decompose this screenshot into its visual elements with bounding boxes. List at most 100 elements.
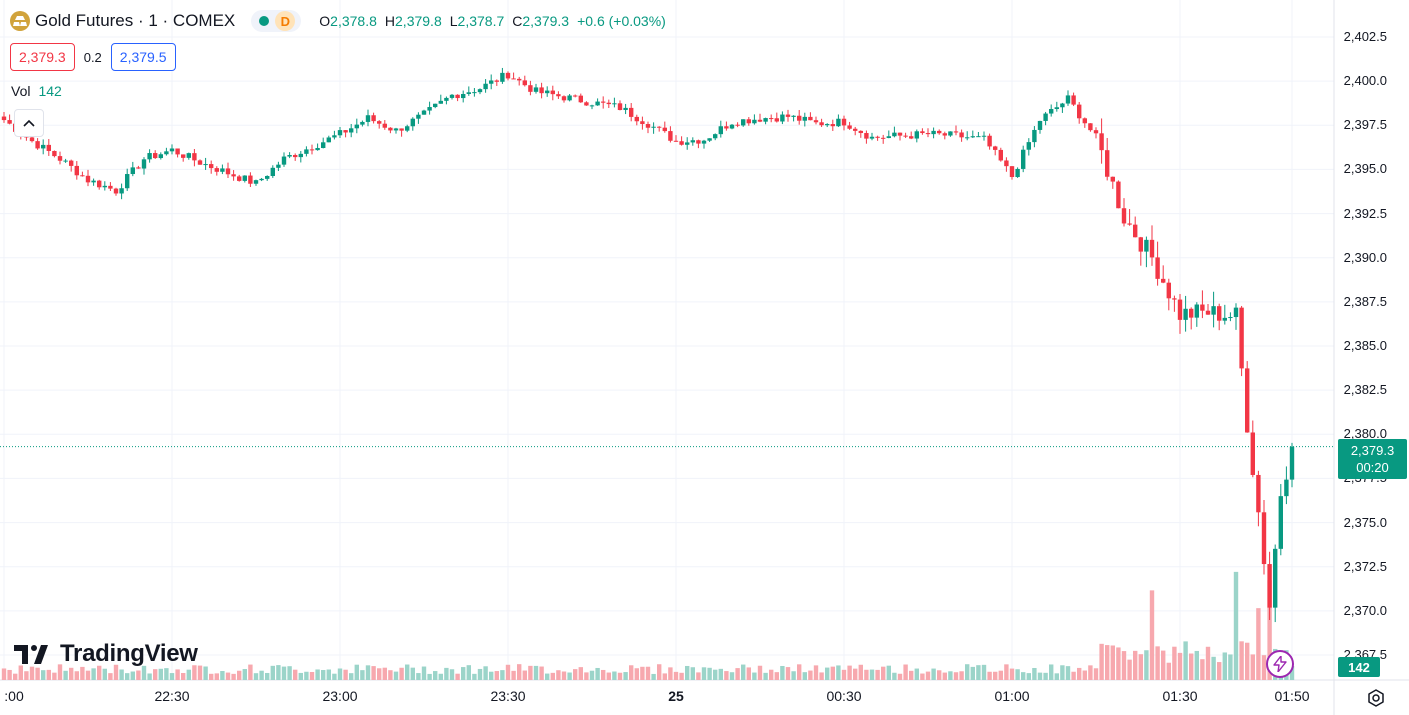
volume-bar bbox=[13, 673, 18, 680]
candle-body bbox=[309, 149, 315, 151]
volume-bar bbox=[108, 673, 113, 680]
candle-body bbox=[119, 188, 124, 194]
candle-body bbox=[427, 107, 432, 111]
candle-body bbox=[1049, 109, 1054, 114]
candle-body bbox=[1138, 237, 1143, 252]
candle-body bbox=[102, 185, 107, 188]
chevron-up-icon bbox=[23, 119, 35, 127]
volume-bar bbox=[629, 665, 634, 680]
candle-body bbox=[46, 144, 51, 151]
candle-body bbox=[953, 131, 959, 133]
tradingview-logo[interactable]: TradingView bbox=[14, 640, 198, 668]
volume-bar bbox=[466, 665, 471, 680]
candle-body bbox=[595, 101, 600, 106]
collapse-legend-button[interactable] bbox=[14, 109, 44, 137]
candle-body bbox=[1183, 308, 1188, 320]
volume-legend[interactable]: Vol 142 bbox=[11, 83, 62, 99]
candle-body bbox=[399, 128, 404, 131]
volume-bar bbox=[349, 673, 354, 680]
volume-bar bbox=[920, 673, 925, 680]
sell-button[interactable]: 2,379.3 bbox=[10, 43, 75, 71]
candle-body bbox=[253, 180, 259, 184]
volume-bar bbox=[707, 667, 712, 680]
candle-body bbox=[421, 110, 427, 115]
volume-bar bbox=[752, 672, 757, 680]
price-axis-label: 2,375.0 bbox=[1343, 514, 1387, 530]
symbol-title[interactable]: Gold Futures · 1 · COMEX bbox=[35, 11, 236, 30]
candle-body bbox=[561, 96, 567, 101]
candle-body bbox=[7, 120, 12, 124]
gold-bars-icon[interactable] bbox=[10, 11, 30, 31]
candle-body bbox=[813, 120, 819, 123]
candle-body bbox=[729, 124, 735, 129]
candle-body bbox=[903, 135, 908, 137]
candle-body bbox=[1032, 129, 1037, 143]
volume-bar bbox=[1239, 641, 1244, 680]
volume-bar bbox=[522, 670, 527, 680]
chart-settings-button[interactable] bbox=[1364, 686, 1388, 710]
volume-bar bbox=[797, 664, 802, 680]
candle-body bbox=[153, 153, 158, 159]
candle-body bbox=[584, 102, 589, 106]
volume-bar bbox=[1161, 650, 1166, 680]
volume-bar bbox=[965, 664, 970, 680]
volume-bar bbox=[1127, 659, 1132, 680]
volume-bar bbox=[976, 665, 981, 680]
candle-body bbox=[1289, 446, 1295, 480]
volume-bar bbox=[511, 670, 516, 680]
volume-bar bbox=[864, 669, 869, 680]
replay-button[interactable] bbox=[1266, 650, 1294, 678]
volume-bar bbox=[651, 673, 656, 680]
volume-bar bbox=[892, 672, 897, 680]
candle-body bbox=[1060, 103, 1065, 108]
volume-bar bbox=[225, 672, 231, 680]
candle-body bbox=[724, 126, 729, 129]
volume-bar bbox=[315, 669, 320, 680]
volume-bar bbox=[136, 670, 141, 680]
volume-bar bbox=[1138, 654, 1143, 680]
volume-bar bbox=[1222, 652, 1227, 680]
candle-body bbox=[175, 148, 180, 155]
volume-bar bbox=[141, 665, 147, 680]
candle-body bbox=[757, 119, 763, 122]
volume-bar bbox=[970, 666, 975, 680]
time-axis-label: 23:30 bbox=[490, 688, 526, 704]
volume-bar bbox=[746, 667, 751, 680]
candle-body bbox=[1021, 149, 1026, 169]
candle-body bbox=[477, 89, 483, 93]
volume-bars bbox=[1, 571, 1295, 680]
time-axis-label: :00 bbox=[4, 688, 24, 704]
volume-bar bbox=[925, 671, 931, 680]
candle-body bbox=[1228, 317, 1233, 319]
spread-value: 0.2 bbox=[83, 49, 102, 65]
candle-body bbox=[589, 105, 595, 107]
volume-bar bbox=[1245, 642, 1250, 680]
buy-button[interactable]: 2,379.5 bbox=[110, 43, 176, 71]
volume-bar bbox=[433, 671, 438, 680]
volume-bar bbox=[808, 670, 813, 680]
low-value: 2,378.7 bbox=[457, 13, 505, 29]
candle-body bbox=[819, 122, 824, 126]
volume-bar bbox=[35, 667, 40, 680]
candle-body bbox=[181, 154, 186, 158]
volume-bar bbox=[662, 673, 667, 680]
volume-bar bbox=[158, 668, 163, 680]
price-axis-label: 2,380.0 bbox=[1343, 426, 1387, 442]
candle-body bbox=[517, 78, 522, 81]
volume-bar bbox=[169, 673, 175, 680]
volume-bar bbox=[421, 666, 427, 680]
candle-body bbox=[125, 174, 130, 189]
candle-body bbox=[326, 137, 331, 143]
volume-bar bbox=[209, 673, 214, 680]
volume-bar bbox=[382, 667, 387, 680]
candle-body bbox=[1233, 307, 1239, 318]
candle-body bbox=[847, 125, 852, 129]
candle-body bbox=[1172, 298, 1177, 300]
candle-body bbox=[601, 101, 606, 103]
volume-bar bbox=[517, 664, 522, 680]
market-status-badge[interactable]: D bbox=[251, 10, 302, 32]
volume-bar bbox=[545, 673, 550, 680]
candle-body bbox=[1161, 278, 1166, 283]
volume-bar bbox=[1026, 673, 1031, 680]
